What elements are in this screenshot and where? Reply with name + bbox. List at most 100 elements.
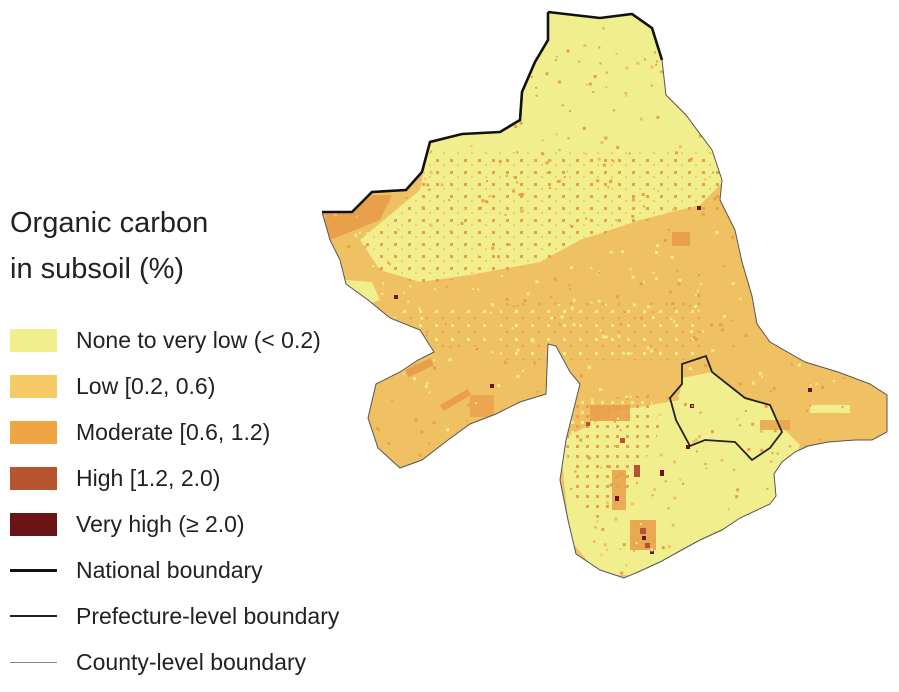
raster-cell — [689, 70, 693, 74]
raster-cell — [696, 73, 700, 77]
raster-cell — [639, 117, 643, 121]
raster-cell — [468, 129, 471, 133]
raster-cell — [406, 247, 410, 251]
raster-cell — [594, 526, 597, 529]
raster-cell — [824, 111, 828, 115]
raster-cell — [470, 116, 473, 119]
raster-cell — [711, 349, 715, 353]
raster-cell — [469, 64, 472, 67]
raster-cell — [657, 575, 661, 578]
raster-cell — [555, 56, 558, 58]
legend-label: High [1.2, 2.0) — [76, 464, 221, 491]
raster-cell — [639, 282, 643, 286]
raster-cell — [689, 339, 692, 342]
raster-cell — [762, 564, 765, 567]
raster-cell — [341, 124, 345, 128]
raster-cell — [332, 316, 335, 320]
raster-cell — [667, 229, 670, 231]
legend-title-line-1: Organic carbon — [10, 207, 209, 239]
raster-cell — [632, 303, 636, 307]
raster-cell — [563, 517, 566, 519]
raster-cell — [517, 538, 520, 541]
raster-cell — [507, 74, 510, 77]
raster-cell — [495, 47, 498, 50]
raster-cell — [790, 363, 793, 366]
legend-label: Low [0.2, 0.6) — [76, 372, 216, 399]
raster-cell — [839, 548, 843, 552]
raster-cell — [535, 535, 538, 538]
raster-cell — [673, 320, 676, 323]
raster-cell — [326, 94, 329, 96]
raster-cell — [776, 49, 779, 51]
raster-cell — [789, 57, 792, 61]
raster-cell — [513, 418, 517, 421]
raster-cell — [704, 463, 707, 465]
raster-cell — [407, 300, 410, 303]
raster-cell — [641, 193, 645, 197]
raster-cell — [494, 527, 498, 531]
raster-cell — [388, 263, 391, 266]
raster-cell — [751, 267, 754, 270]
raster-cell — [733, 192, 736, 195]
raster-cell — [374, 123, 377, 125]
raster-cell — [385, 262, 388, 265]
raster-cell — [449, 230, 452, 233]
raster-cell — [373, 550, 376, 552]
raster-cell — [429, 223, 433, 227]
raster-cell — [613, 420, 616, 423]
raster-cell — [731, 532, 735, 536]
raster-cell — [350, 293, 354, 297]
raster-cell — [516, 374, 520, 378]
raster-cell — [456, 421, 460, 425]
raster-cell — [829, 354, 833, 358]
raster-cell — [655, 251, 658, 254]
raster-cell — [335, 114, 339, 118]
raster-cell — [768, 271, 771, 274]
raster-cell — [556, 180, 560, 183]
raster-cell — [770, 491, 774, 495]
raster-cell — [607, 460, 610, 463]
raster-cell — [550, 295, 553, 298]
raster-cell — [422, 491, 425, 494]
swatch-high — [10, 466, 57, 490]
raster-cell — [369, 174, 373, 178]
raster-cell — [428, 188, 431, 191]
raster-cell — [862, 42, 865, 45]
raster-cell — [459, 469, 461, 471]
legend-item-prefecture-boundary: Prefecture-level boundary — [10, 600, 410, 632]
raster-cell — [619, 429, 622, 432]
raster-cell — [650, 65, 654, 69]
raster-cell — [889, 194, 892, 197]
raster-cell — [421, 80, 425, 84]
raster-cell — [428, 431, 432, 435]
raster-cell — [541, 139, 544, 142]
raster-cell — [538, 460, 542, 464]
raster-cell — [535, 280, 539, 284]
raster-cell — [358, 49, 362, 53]
raster-cell — [859, 524, 863, 528]
raster-cell — [413, 364, 417, 368]
raster-cell — [407, 121, 411, 125]
raster-cell — [514, 125, 518, 128]
raster-cell — [682, 482, 684, 485]
raster-cell — [880, 545, 883, 548]
raster-cell — [559, 323, 561, 326]
raster-cell — [354, 12, 357, 14]
raster-cell — [443, 452, 445, 455]
raster-cell — [422, 57, 426, 61]
raster-cell — [434, 466, 438, 470]
raster-cell — [835, 560, 838, 563]
raster-cell — [432, 71, 435, 74]
raster-cell — [769, 390, 772, 393]
raster-cell — [459, 501, 462, 504]
raster-cell — [733, 200, 736, 203]
raster-cell — [670, 81, 674, 85]
raster-cell — [890, 259, 892, 261]
raster-cell — [832, 380, 835, 382]
line-county-boundary — [10, 661, 57, 663]
raster-cell — [623, 311, 626, 313]
raster-cell — [458, 40, 461, 43]
raster-cell — [366, 12, 370, 14]
raster-cell — [622, 543, 626, 547]
raster-cell — [708, 377, 712, 381]
